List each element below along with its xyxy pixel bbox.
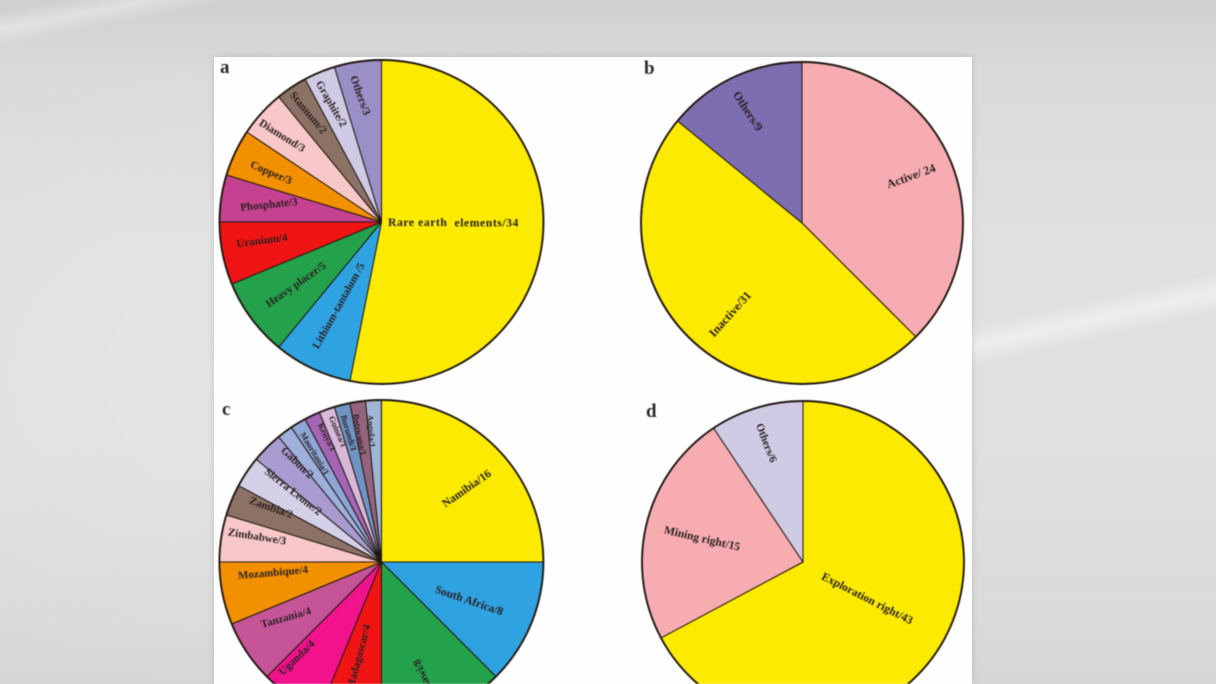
svg-text:c: c — [222, 399, 230, 420]
svg-text:d: d — [646, 401, 657, 422]
svg-text:Angola/1: Angola/1 — [365, 414, 377, 447]
svg-text:b: b — [644, 58, 655, 79]
svg-text:a: a — [220, 57, 230, 78]
